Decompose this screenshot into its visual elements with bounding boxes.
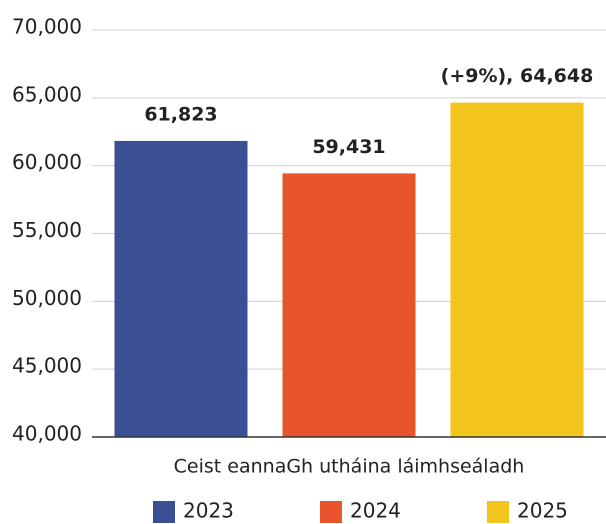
bar: [282, 173, 416, 437]
legend-label: 2025: [517, 499, 568, 523]
bar: [114, 140, 248, 437]
x-tick-label: Ceist eannaGh utháina láimhseáladh: [174, 456, 525, 478]
y-tick-label: 45,000: [12, 354, 82, 378]
legend-swatch: [320, 501, 342, 523]
y-tick-label: 50,000: [12, 286, 82, 310]
bar: [450, 102, 584, 438]
y-tick-label: 55,000: [12, 218, 82, 242]
y-tick-label: 60,000: [12, 150, 82, 174]
y-tick-label: 65,000: [12, 82, 82, 106]
value-label: (+9%), 64,648: [441, 65, 594, 87]
legend-swatch: [487, 501, 509, 523]
legend-label: 2023: [183, 499, 234, 523]
y-tick-label: 40,000: [12, 422, 82, 446]
legend-label: 2024: [350, 499, 401, 523]
y-tick-label: 70,000: [12, 15, 82, 39]
legend-swatch: [153, 501, 175, 523]
value-label: 61,823: [144, 103, 217, 125]
value-label: 59,431: [312, 136, 385, 158]
